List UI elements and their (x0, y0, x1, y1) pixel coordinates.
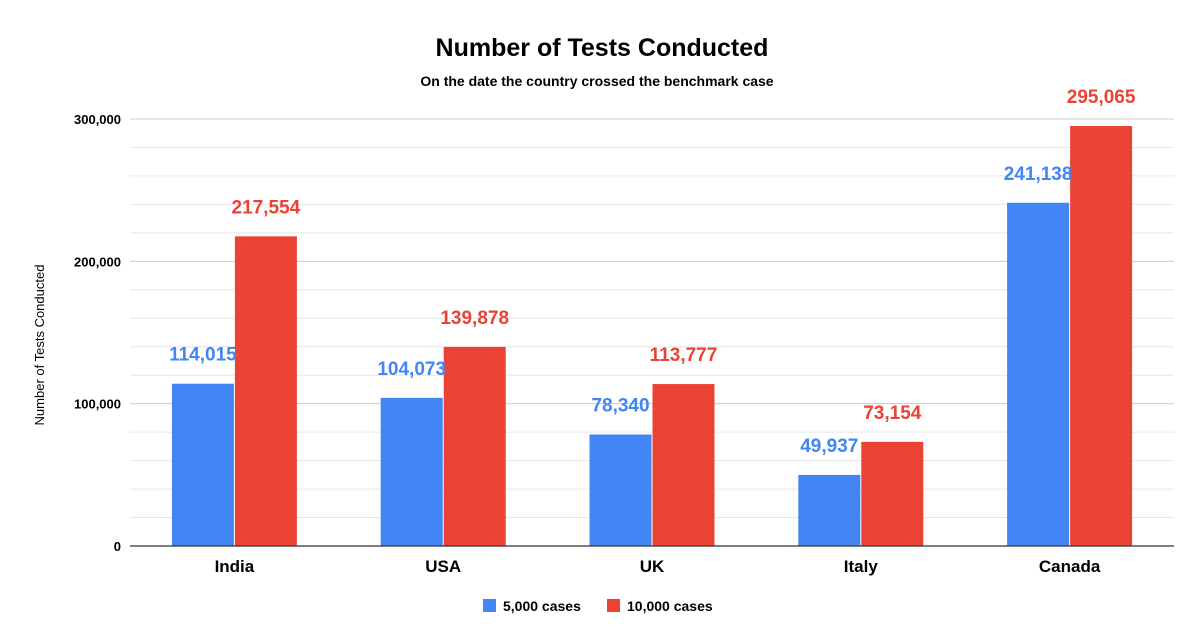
x-tick-label: USA (425, 557, 461, 576)
legend-swatch (607, 599, 620, 612)
data-label: 217,554 (232, 197, 301, 218)
bar-india-series-1 (171, 383, 234, 546)
data-label: 49,937 (800, 436, 858, 457)
y-axis-ticks: 0 100,000 200,000 300,000 (74, 112, 121, 554)
gridlines (130, 118, 1174, 519)
bar-uk-series-1 (589, 434, 652, 546)
bar-canada-series-2 (1070, 126, 1133, 547)
legend-label: 10,000 cases (627, 598, 713, 614)
x-tick-label: Italy (844, 557, 879, 576)
legend-label: 5,000 cases (503, 598, 581, 614)
y-tick-label: 0 (114, 539, 121, 554)
chart-subtitle: On the date the country crossed the benc… (420, 73, 773, 89)
data-label: 114,015 (169, 345, 237, 366)
data-label: 104,073 (377, 359, 446, 380)
data-label: 241,138 (1004, 164, 1073, 185)
bar-italy-series-1 (798, 474, 861, 546)
bar-canada-series-1 (1007, 202, 1070, 546)
bar-usa-series-1 (380, 397, 443, 546)
bar-italy-series-2 (861, 441, 924, 546)
chart-title: Number of Tests Conducted (436, 34, 769, 62)
x-tick-label: UK (640, 557, 665, 576)
bar-uk-series-2 (652, 384, 715, 546)
bar-india-series-2 (234, 236, 297, 546)
data-label: 295,065 (1067, 87, 1136, 108)
x-axis-ticks: India USA UK Italy Canada (215, 557, 1101, 576)
bars (171, 126, 1133, 547)
data-label: 73,154 (863, 403, 922, 424)
y-tick-label: 300,000 (74, 112, 121, 127)
data-label: 113,777 (650, 345, 718, 366)
legend: 5,000 cases 10,000 cases (483, 598, 713, 614)
data-labels: 114,015 217,554 104,073 139,878 78,340 113,77… (169, 87, 1136, 457)
y-axis-label: Number of Tests Conducted (32, 265, 47, 426)
data-label: 139,878 (440, 308, 509, 329)
x-tick-label: Canada (1039, 557, 1101, 576)
data-label: 78,340 (591, 395, 649, 416)
bar-usa-series-2 (443, 346, 506, 546)
y-tick-label: 100,000 (74, 397, 121, 412)
y-tick-label: 200,000 (74, 254, 121, 269)
legend-swatch (483, 599, 496, 612)
x-tick-label: India (215, 557, 255, 576)
